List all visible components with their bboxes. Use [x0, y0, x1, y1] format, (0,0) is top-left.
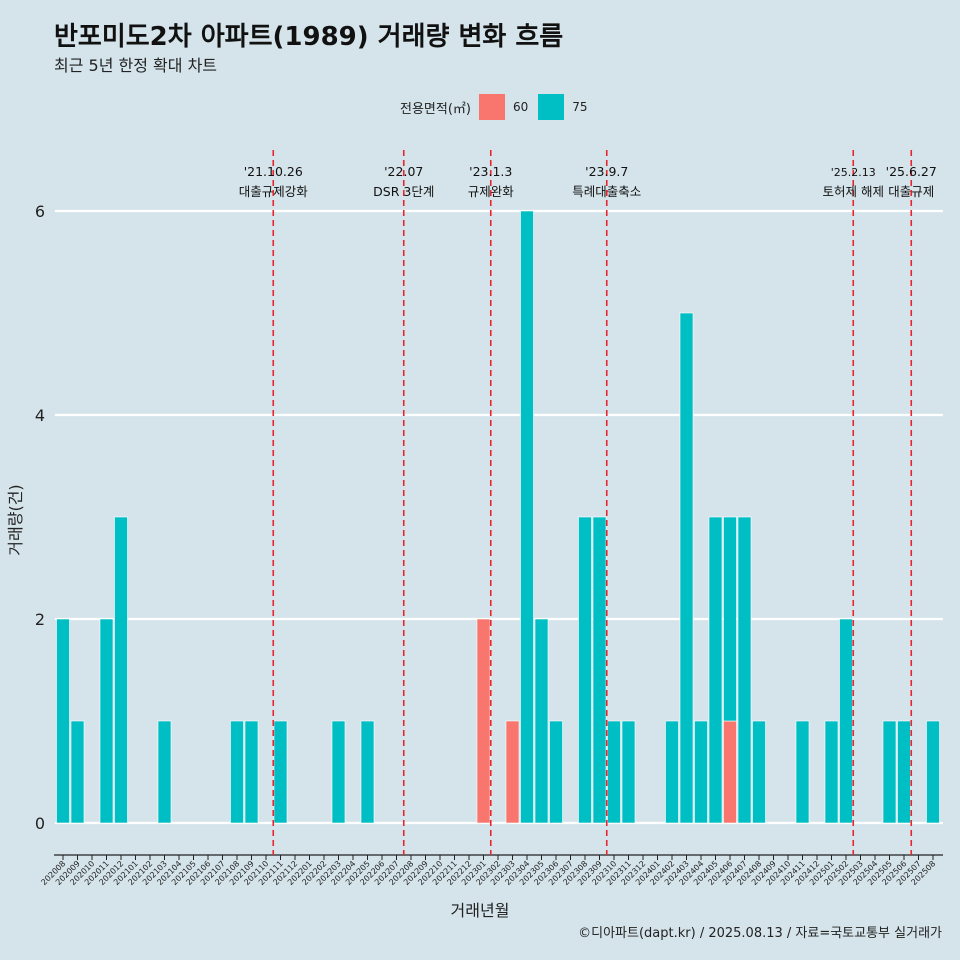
bar-75-202012 [114, 516, 128, 824]
legend-item-75: 75 [538, 94, 588, 120]
event-date-label: '25.2.13 [831, 166, 876, 179]
bar-60-202301 [476, 618, 491, 824]
event-date-label: '23.1.3 [469, 164, 512, 179]
bar-75-202306 [549, 720, 563, 824]
bar-75-202203 [331, 720, 346, 824]
bar-75-202305 [534, 618, 549, 824]
y-tick-label: 2 [35, 610, 45, 629]
bar-75-202502 [839, 618, 853, 824]
bar-75-202403 [679, 312, 694, 824]
bar-75-202308 [578, 516, 592, 824]
bar-75-202408 [752, 720, 766, 824]
event-text-label: 토허제 해제 [823, 184, 884, 199]
bar-75-202008 [56, 618, 70, 824]
bar-75-202508 [926, 720, 940, 824]
bar-75-202404 [694, 720, 708, 824]
event-date-label: '21.10.26 [244, 164, 303, 179]
bar-75-202108 [230, 720, 244, 824]
event-text-label: 특례대출축소 [572, 184, 641, 199]
chart-title: 반포미도2차 아파트(1989) 거래량 변화 흐름 [54, 22, 564, 52]
event-date-label: '25.6.27 [886, 164, 937, 179]
event-date-label: '23.9.7 [585, 164, 628, 179]
legend-swatch-60 [478, 94, 505, 120]
bar-75-202111 [273, 720, 288, 824]
bar-75-202406 [723, 516, 737, 722]
y-tick-label: 6 [35, 202, 45, 221]
bar-75-202506 [897, 720, 911, 824]
bar-75-202311 [621, 720, 636, 824]
event-text-label: 대출규제 [888, 184, 934, 199]
legend-label-60: 60 [512, 100, 529, 114]
bar-75-202309 [592, 516, 607, 824]
bar-60-202406 [723, 720, 737, 824]
bar-75-202304 [520, 210, 534, 824]
bar-75-202009 [70, 720, 85, 824]
legend-item-60: 60 [478, 94, 529, 120]
source-caption: ©디아파트(dapt.kr) / 2025.08.13 / 자료=국토교통부 실… [578, 926, 942, 941]
bar-75-202310 [607, 720, 621, 824]
y-tick-label: 0 [35, 814, 45, 833]
bar-75-202109 [244, 720, 259, 824]
bar-75-202103 [157, 720, 172, 824]
bar-75-202501 [824, 720, 839, 824]
event-date-label: '22.07 [384, 164, 423, 179]
legend-label-75: 75 [572, 100, 588, 114]
bar-60-202303 [505, 720, 520, 824]
bar-75-202405 [708, 516, 723, 824]
legend-swatch-75 [538, 94, 565, 120]
event-text-label: 대출규제강화 [239, 184, 309, 199]
bar-75-202411 [795, 720, 810, 824]
legend-title: 전용면적(㎡) [400, 101, 471, 117]
bar-75-202505 [882, 720, 897, 824]
y-tick-label: 4 [35, 406, 45, 425]
bar-75-202011 [99, 618, 114, 824]
chart-subtitle: 최근 5년 한정 확대 차트 [54, 56, 218, 75]
event-text-label: DSR 3단계 [373, 184, 434, 199]
bar-75-202402 [665, 720, 679, 824]
event-text-label: 규제완화 [468, 184, 515, 199]
bar-75-202205 [360, 720, 375, 824]
x-axis-label: 거래년월 [450, 901, 510, 920]
legend: 전용면적(㎡) 60 75 [400, 93, 598, 121]
bar-75-202407 [737, 516, 752, 824]
